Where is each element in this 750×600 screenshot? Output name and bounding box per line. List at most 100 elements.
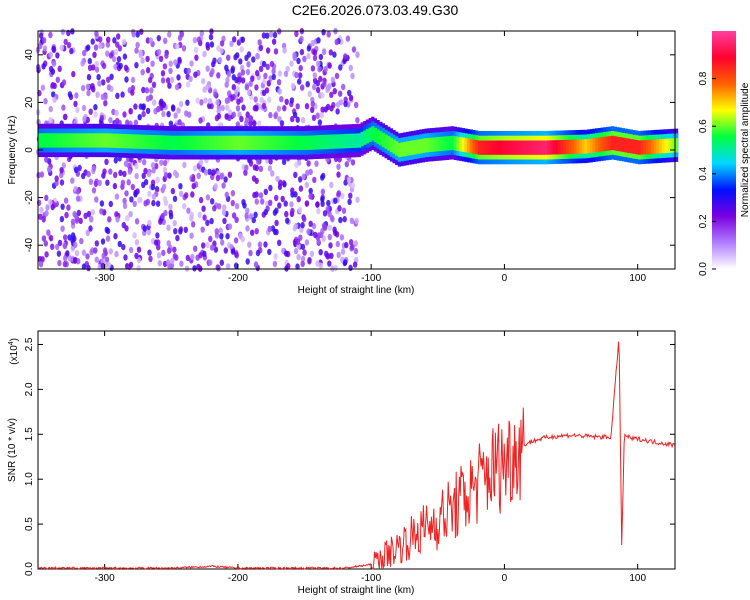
heatmap-cell bbox=[216, 72, 221, 79]
heatmap-cell bbox=[235, 121, 241, 128]
heatmap-cell bbox=[317, 119, 323, 126]
heatmap-cell bbox=[152, 135, 156, 150]
heatmap-cell bbox=[512, 140, 516, 155]
heatmap-cell bbox=[193, 71, 198, 78]
heatmap-cell bbox=[117, 240, 123, 248]
heatmap-cell bbox=[252, 191, 257, 199]
heatmap-cell bbox=[348, 239, 354, 246]
heatmap-cell bbox=[298, 185, 304, 192]
heatmap-cell bbox=[161, 183, 167, 191]
heatmap-cell bbox=[232, 135, 236, 150]
heatmap-cell bbox=[221, 135, 226, 150]
heatmap-cell bbox=[315, 86, 321, 94]
heatmap-cell bbox=[348, 94, 354, 102]
heatmap-cell bbox=[256, 158, 261, 165]
heatmap-cell bbox=[363, 130, 367, 145]
heatmap-cell bbox=[289, 60, 294, 67]
snr-x-tick-label: -300 bbox=[95, 573, 115, 584]
heatmap-cell bbox=[353, 247, 359, 255]
figure-title: C2E6.2026.073.03.49.G30 bbox=[292, 2, 459, 18]
heatmap-cell bbox=[197, 211, 202, 219]
heatmap-cell bbox=[155, 176, 160, 184]
heatmap-cell bbox=[128, 261, 134, 268]
heatmap-cell bbox=[608, 136, 612, 151]
spectrogram-y-tick-label: -40 bbox=[24, 238, 35, 253]
heatmap-cell bbox=[223, 176, 228, 183]
heatmap-cell bbox=[80, 133, 84, 148]
heatmap-cell bbox=[248, 80, 253, 87]
heatmap-cell bbox=[322, 80, 327, 88]
heatmap-cell bbox=[70, 177, 75, 184]
heatmap-cell bbox=[209, 244, 215, 251]
heatmap-cell bbox=[75, 195, 81, 202]
heatmap-cell bbox=[272, 209, 278, 216]
heatmap-cell bbox=[51, 45, 56, 53]
snr-x-tick-label: -200 bbox=[228, 573, 248, 584]
heatmap-cell bbox=[549, 140, 553, 155]
heatmap-cell bbox=[107, 133, 111, 148]
heatmap-cell bbox=[98, 42, 103, 49]
heatmap-cell bbox=[88, 225, 93, 232]
heatmap-cell bbox=[346, 176, 352, 184]
heatmap-cell bbox=[93, 247, 98, 254]
heatmap-cell bbox=[116, 33, 121, 40]
heatmap-cell bbox=[208, 135, 212, 150]
heatmap-cell bbox=[72, 256, 78, 264]
heatmap-cell bbox=[525, 140, 529, 155]
heatmap-cell bbox=[296, 253, 301, 261]
heatmap-cell bbox=[99, 208, 104, 215]
heatmap-cell bbox=[105, 179, 110, 186]
heatmap-cell bbox=[340, 192, 345, 200]
heatmap-cell bbox=[198, 252, 203, 259]
heatmap-cell bbox=[202, 86, 207, 93]
heatmap-cell bbox=[246, 61, 251, 68]
heatmap-cell bbox=[114, 211, 119, 218]
heatmap-cell bbox=[226, 96, 231, 104]
heatmap-cell bbox=[48, 235, 54, 242]
heatmap-cell bbox=[258, 192, 264, 199]
heatmap-cell bbox=[187, 111, 192, 118]
heatmap-cell bbox=[411, 140, 415, 155]
heatmap-cell bbox=[302, 55, 307, 63]
heatmap-cell bbox=[88, 216, 94, 223]
spectrogram-x-tick-label: -300 bbox=[95, 273, 115, 284]
heatmap-cell bbox=[282, 181, 287, 188]
heatmap-cell bbox=[42, 45, 48, 52]
heatmap-cell bbox=[189, 60, 194, 67]
heatmap-cell bbox=[297, 206, 303, 214]
colorbar-tick-label: 0.2 bbox=[698, 214, 709, 228]
heatmap-cell bbox=[539, 140, 543, 155]
heatmap-cell bbox=[379, 131, 383, 146]
heatmap-cell bbox=[105, 41, 111, 48]
heatmap-cell bbox=[341, 207, 347, 214]
heatmap-cell bbox=[62, 260, 68, 268]
heatmap-cell bbox=[312, 83, 317, 91]
heatmap-cell bbox=[268, 31, 274, 38]
heatmap-cell bbox=[209, 41, 215, 48]
heatmap-cell bbox=[91, 165, 97, 172]
heatmap-cell bbox=[93, 104, 98, 111]
heatmap-cell bbox=[240, 36, 245, 43]
heatmap-cell bbox=[170, 104, 176, 111]
heatmap-cell bbox=[118, 133, 122, 149]
heatmap-cell bbox=[186, 81, 191, 88]
heatmap-cell bbox=[254, 84, 259, 91]
heatmap-cell bbox=[135, 31, 140, 38]
heatmap-cell bbox=[640, 140, 644, 155]
heatmap-cell bbox=[339, 134, 343, 149]
heatmap-cell bbox=[238, 233, 243, 240]
heatmap-cell bbox=[130, 89, 135, 96]
heatmap-cell bbox=[475, 140, 479, 155]
heatmap-cell bbox=[321, 29, 326, 36]
heatmap-cell bbox=[141, 181, 146, 188]
heatmap-cell bbox=[105, 50, 110, 57]
heatmap-cell bbox=[123, 64, 129, 72]
snr-y-tick-label: 0.5 bbox=[24, 517, 35, 531]
heatmap-cell bbox=[329, 91, 334, 99]
heatmap-cell bbox=[294, 71, 299, 79]
snr-panel: -300 -200 -100 0 100 0.0 0.5 1.0 1.5 2.0 2.5 Heig… bbox=[7, 330, 676, 596]
heatmap-cell bbox=[179, 31, 184, 38]
heatmap-cell bbox=[616, 136, 620, 151]
heatmap-cell bbox=[55, 52, 60, 59]
heatmap-cell bbox=[178, 190, 184, 197]
